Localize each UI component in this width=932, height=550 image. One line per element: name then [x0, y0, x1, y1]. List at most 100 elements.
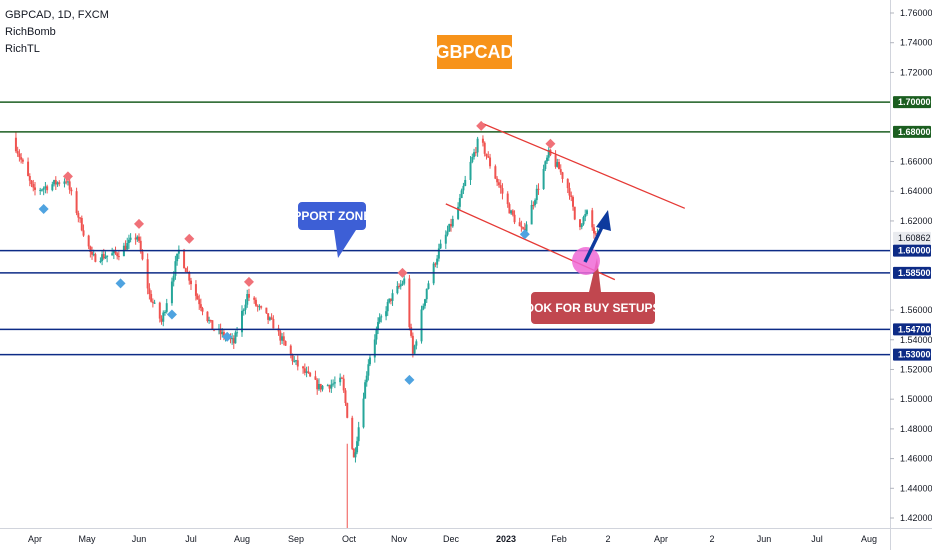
candle [462, 182, 465, 195]
candle [265, 307, 268, 315]
candle-body [458, 198, 461, 207]
price-label-text: 1.54700 [898, 324, 931, 334]
candle [437, 243, 440, 262]
candle [586, 209, 588, 216]
candle-body [542, 168, 545, 189]
peak-marker [62, 171, 73, 182]
candle [289, 344, 292, 359]
candle-body [444, 234, 447, 244]
candle-body [544, 161, 547, 169]
candle-body [593, 227, 595, 234]
candle-body [53, 180, 56, 185]
candle-body [422, 305, 425, 310]
candle-body [176, 253, 179, 262]
candle [91, 246, 94, 260]
candle-body [134, 237, 137, 240]
y-tick-label: 1.76000 [900, 8, 932, 18]
candle-body [184, 268, 187, 272]
candle-body [471, 156, 474, 162]
candle-body [391, 293, 394, 301]
candle-body [102, 254, 105, 259]
candle [244, 299, 247, 315]
candle-body [309, 372, 312, 377]
candle [346, 402, 349, 419]
candle-body [260, 306, 263, 308]
candle [307, 366, 310, 374]
candle-body [469, 161, 472, 180]
price-label-box [893, 96, 931, 109]
candle-body [302, 366, 305, 369]
candle [436, 255, 439, 269]
price-label-text: 1.70000 [898, 97, 931, 107]
candle [82, 224, 85, 237]
candle-body [241, 310, 243, 333]
candle [148, 283, 151, 300]
candle-body [211, 320, 214, 330]
candle [377, 317, 380, 335]
legend-symbol[interactable]: GBPCAD, 1D, FXCM [5, 9, 109, 21]
price-label-1.70000[interactable]: 1.70000 [893, 96, 931, 109]
candle [30, 179, 33, 188]
candle-body [357, 427, 360, 442]
candle-body [172, 275, 175, 282]
y-tick-label: 1.48000 [900, 424, 932, 434]
candle-body [206, 311, 209, 322]
candle [352, 448, 355, 458]
candle-body [265, 307, 268, 314]
candle-body [247, 294, 250, 298]
current-price-text: 1.60862 [898, 233, 931, 243]
candle [20, 153, 23, 164]
candle [99, 257, 102, 264]
candle-body [253, 297, 256, 300]
candle-body [246, 294, 249, 305]
legend-indicator-richtl[interactable]: RichTL [5, 43, 40, 55]
candle-body [39, 189, 42, 191]
candle [231, 333, 234, 345]
candle [258, 304, 261, 311]
candle-body [89, 246, 92, 252]
peak-marker [184, 233, 195, 244]
candle-body [321, 385, 324, 390]
candle [422, 303, 425, 311]
candle-body [242, 309, 245, 311]
candle [254, 297, 257, 307]
candle [388, 298, 391, 304]
candle [51, 181, 54, 192]
candle-body [403, 278, 406, 284]
candle-body [330, 384, 333, 389]
candle-body [268, 317, 271, 320]
candle-body [46, 186, 49, 191]
candle-body [75, 191, 78, 214]
channel-upper-line[interactable] [480, 122, 686, 209]
candle-body [222, 332, 225, 338]
candle-body [221, 332, 224, 335]
candle-body [158, 302, 161, 319]
candle [186, 266, 189, 274]
price-label-1.68000[interactable]: 1.68000 [893, 125, 931, 138]
up-arrow-icon[interactable] [596, 210, 611, 231]
candle-body [554, 155, 557, 167]
legend-indicator-richbomb[interactable]: RichBomb [5, 26, 56, 38]
candle [413, 344, 416, 355]
candle [42, 186, 45, 196]
price-label-1.60000[interactable]: 1.60000 [893, 244, 931, 257]
buy-setups-callout[interactable]: LOOK FOR BUY SETUPS [517, 258, 661, 324]
candles-group [14, 132, 599, 528]
candle [330, 379, 333, 393]
candle-body [18, 153, 21, 158]
price-label-1.58500[interactable]: 1.58500 [893, 266, 931, 279]
price-label-1.53000[interactable]: 1.53000 [893, 348, 931, 361]
candle [494, 164, 497, 180]
candle [508, 202, 511, 214]
candle [241, 305, 243, 337]
candle [246, 289, 249, 308]
candle-body [556, 162, 559, 167]
support-zone-callout[interactable]: SUPPORT ZONE [277, 202, 372, 258]
candle-body [457, 206, 460, 219]
candle [594, 230, 597, 237]
peak-marker [545, 138, 556, 149]
price-label-1.54700[interactable]: 1.54700 [893, 323, 931, 336]
candle [354, 447, 357, 463]
current-price-label[interactable]: 1.60862 [893, 231, 931, 244]
